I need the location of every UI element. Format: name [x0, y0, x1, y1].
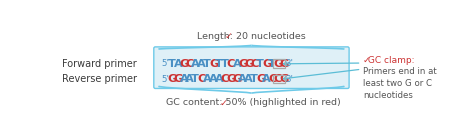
Text: C: C [268, 74, 276, 84]
Text: ✓: ✓ [363, 56, 371, 65]
Text: A: A [262, 74, 271, 84]
Text: GC content: 50% (highlighted in red): GC content: 50% (highlighted in red) [163, 98, 340, 107]
Text: T: T [250, 74, 258, 84]
Text: 5': 5' [162, 75, 170, 84]
Text: 5': 5' [162, 59, 170, 68]
Text: T: T [221, 59, 228, 69]
Text: G: G [209, 59, 219, 69]
Text: G: G [262, 59, 271, 69]
Text: C: C [197, 74, 206, 84]
Text: A: A [244, 74, 253, 84]
Text: T: T [215, 59, 223, 69]
Text: ✓: ✓ [219, 98, 228, 107]
Text: C: C [227, 59, 235, 69]
Text: T: T [203, 59, 211, 69]
Text: A: A [233, 59, 241, 69]
Text: G: G [274, 59, 283, 69]
Text: G: G [173, 74, 183, 84]
Text: A: A [203, 74, 212, 84]
Text: C: C [250, 59, 259, 69]
Text: A: A [180, 74, 188, 84]
Text: G: G [244, 59, 254, 69]
Text: A: A [191, 59, 200, 69]
Text: C: C [185, 59, 194, 69]
Text: G: G [227, 74, 236, 84]
Text: A: A [197, 59, 206, 69]
Text: A: A [238, 74, 247, 84]
Text: A: A [173, 59, 182, 69]
Text: C: C [221, 74, 229, 84]
Text: G: G [280, 59, 289, 69]
Text: T: T [191, 74, 199, 84]
Text: Forward primer: Forward primer [63, 59, 137, 69]
Text: A: A [215, 74, 224, 84]
Text: C: C [274, 74, 282, 84]
Text: G: G [256, 74, 265, 84]
Text: T: T [168, 59, 176, 69]
Text: A: A [209, 74, 218, 84]
Text: G: G [238, 59, 248, 69]
Text: 3': 3' [285, 75, 293, 84]
Text: T: T [268, 59, 276, 69]
Text: Length: 20 nucleotides: Length: 20 nucleotides [194, 32, 306, 41]
Text: T: T [256, 59, 264, 69]
Text: Reverse primer: Reverse primer [63, 74, 137, 84]
Text: G: G [180, 59, 189, 69]
Text: ✓: ✓ [224, 32, 232, 41]
Text: GC clamp:: GC clamp: [365, 56, 415, 65]
Text: G: G [280, 74, 289, 84]
Text: G: G [233, 74, 242, 84]
FancyBboxPatch shape [154, 47, 349, 88]
Text: G: G [168, 74, 177, 84]
Text: 3': 3' [285, 59, 293, 68]
Text: Primers end in at
least two G or C
nucleotides: Primers end in at least two G or C nucle… [363, 67, 437, 100]
Text: A: A [185, 74, 194, 84]
